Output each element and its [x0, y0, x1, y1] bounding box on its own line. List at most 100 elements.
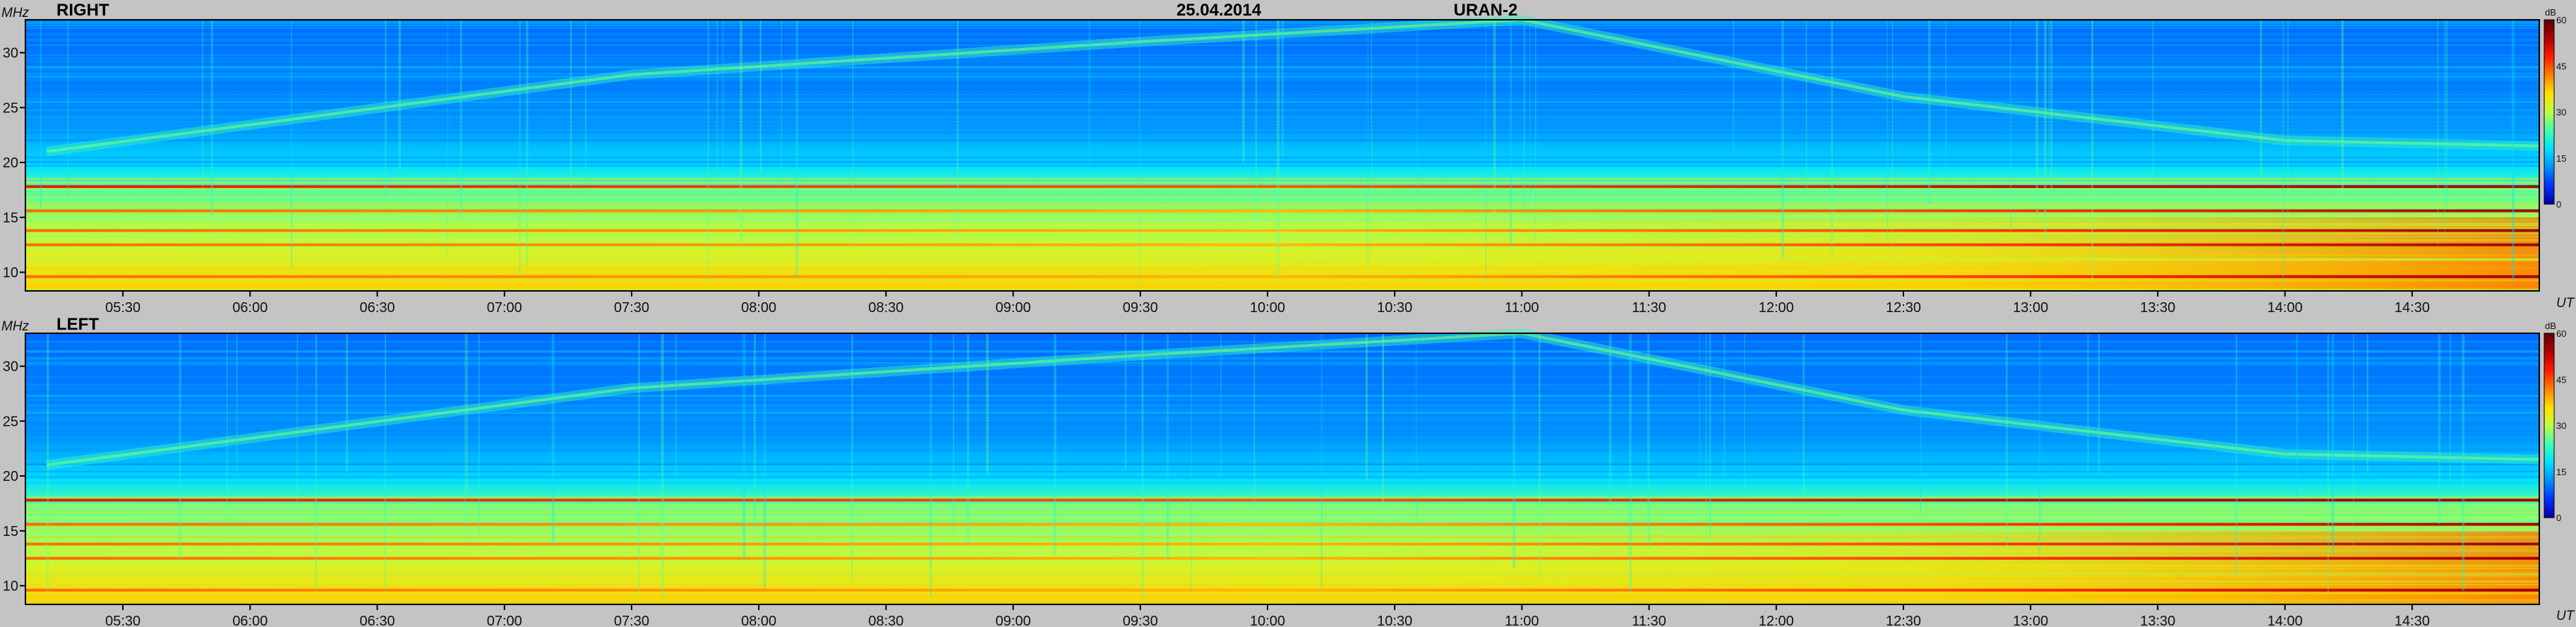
- vertical-burst: [296, 333, 298, 502]
- striation: [25, 161, 2539, 163]
- striation: [25, 447, 2539, 448]
- striation: [25, 410, 2539, 412]
- striation: [25, 530, 2539, 532]
- vertical-burst: [795, 20, 798, 279]
- colorbar-tick-label: 15: [2556, 153, 2566, 164]
- striation: [25, 372, 2539, 374]
- striation: [25, 474, 2539, 477]
- striation: [25, 279, 2539, 282]
- striation: [25, 573, 2539, 575]
- striation: [25, 139, 2539, 141]
- vertical-burst: [956, 20, 959, 233]
- striation: [25, 507, 2539, 510]
- striation: [25, 571, 2539, 573]
- vertical-burst: [1709, 333, 1711, 539]
- x-tick-label: 07:30: [614, 300, 649, 316]
- striation: [25, 599, 2539, 602]
- striation: [25, 530, 2539, 532]
- striation: [25, 564, 2539, 567]
- striation: [25, 434, 2539, 436]
- striation: [25, 289, 2539, 291]
- striation: [25, 115, 2539, 117]
- striation: [25, 51, 2539, 52]
- striation: [25, 510, 2539, 513]
- striation: [25, 109, 2539, 112]
- striation: [25, 213, 2539, 215]
- colorbar-tick-label: 45: [2556, 374, 2566, 385]
- striation: [25, 215, 2539, 217]
- vertical-burst: [740, 20, 742, 246]
- striation: [25, 44, 2539, 46]
- vertical-burst: [2039, 333, 2041, 555]
- striation: [25, 504, 2539, 506]
- striation: [25, 181, 2539, 184]
- striation: [25, 550, 2539, 552]
- station-title: URAN-2: [1454, 1, 1518, 20]
- striation: [25, 258, 2539, 261]
- striation: [25, 517, 2539, 518]
- vertical-burst: [2462, 333, 2465, 591]
- striation: [25, 357, 2539, 359]
- vertical-burst: [1191, 333, 1192, 595]
- vertical-burst: [210, 20, 213, 216]
- striation: [25, 220, 2539, 222]
- striation: [25, 458, 2539, 460]
- striation: [25, 429, 2539, 431]
- vertical-burst: [1802, 333, 1805, 494]
- striation: [25, 109, 2539, 111]
- striation: [25, 470, 2539, 473]
- striation: [25, 594, 2539, 595]
- panel-left-xlabel: UT: [2556, 609, 2575, 623]
- vertical-burst: [638, 333, 640, 597]
- plot-frame: [25, 19, 2540, 292]
- striation: [25, 24, 2539, 26]
- x-tick-label: 11:30: [1632, 614, 1666, 627]
- vertical-burst: [2327, 333, 2329, 592]
- striation: [25, 350, 2539, 352]
- vertical-burst: [2050, 20, 2053, 210]
- striation: [25, 181, 2539, 183]
- striation: [25, 54, 2539, 56]
- striation: [25, 61, 2539, 63]
- striation: [25, 78, 2539, 80]
- interference-band: [25, 229, 2539, 232]
- vertical-burst: [967, 333, 970, 544]
- date-title: 25.04.2014: [1176, 1, 1262, 20]
- vertical-burst: [40, 20, 42, 208]
- vertical-burst: [179, 333, 181, 561]
- x-tick-label: 07:00: [487, 614, 522, 627]
- vertical-burst: [526, 20, 529, 267]
- striation: [25, 205, 2539, 208]
- striation: [25, 592, 2539, 595]
- striation: [25, 449, 2539, 452]
- striation: [25, 407, 2539, 409]
- striation: [25, 462, 2539, 464]
- striation: [25, 450, 2539, 453]
- striation: [25, 105, 2539, 107]
- vertical-burst: [781, 20, 782, 204]
- colorbar: [2544, 333, 2555, 518]
- striation: [25, 76, 2539, 78]
- striation: [25, 567, 2539, 570]
- vertical-burst: [1892, 20, 1894, 276]
- vertical-burst: [1920, 333, 1922, 513]
- striation: [25, 177, 2539, 180]
- striation: [25, 22, 2539, 24]
- striation: [25, 141, 2539, 143]
- vertical-burst: [1608, 333, 1612, 505]
- vertical-burst: [1510, 20, 1512, 245]
- striation: [25, 496, 2539, 498]
- vertical-burst: [2511, 20, 2515, 281]
- colorbar-tick-label: 45: [2556, 61, 2566, 71]
- striation: [25, 573, 2539, 575]
- vertical-burst: [291, 20, 292, 270]
- vertical-burst: [447, 20, 448, 258]
- striation: [25, 157, 2539, 158]
- striation: [25, 581, 2539, 583]
- x-tick-label: 13:00: [2013, 614, 2048, 627]
- striation: [25, 477, 2539, 479]
- vertical-burst: [1539, 333, 1541, 579]
- striation: [25, 197, 2539, 199]
